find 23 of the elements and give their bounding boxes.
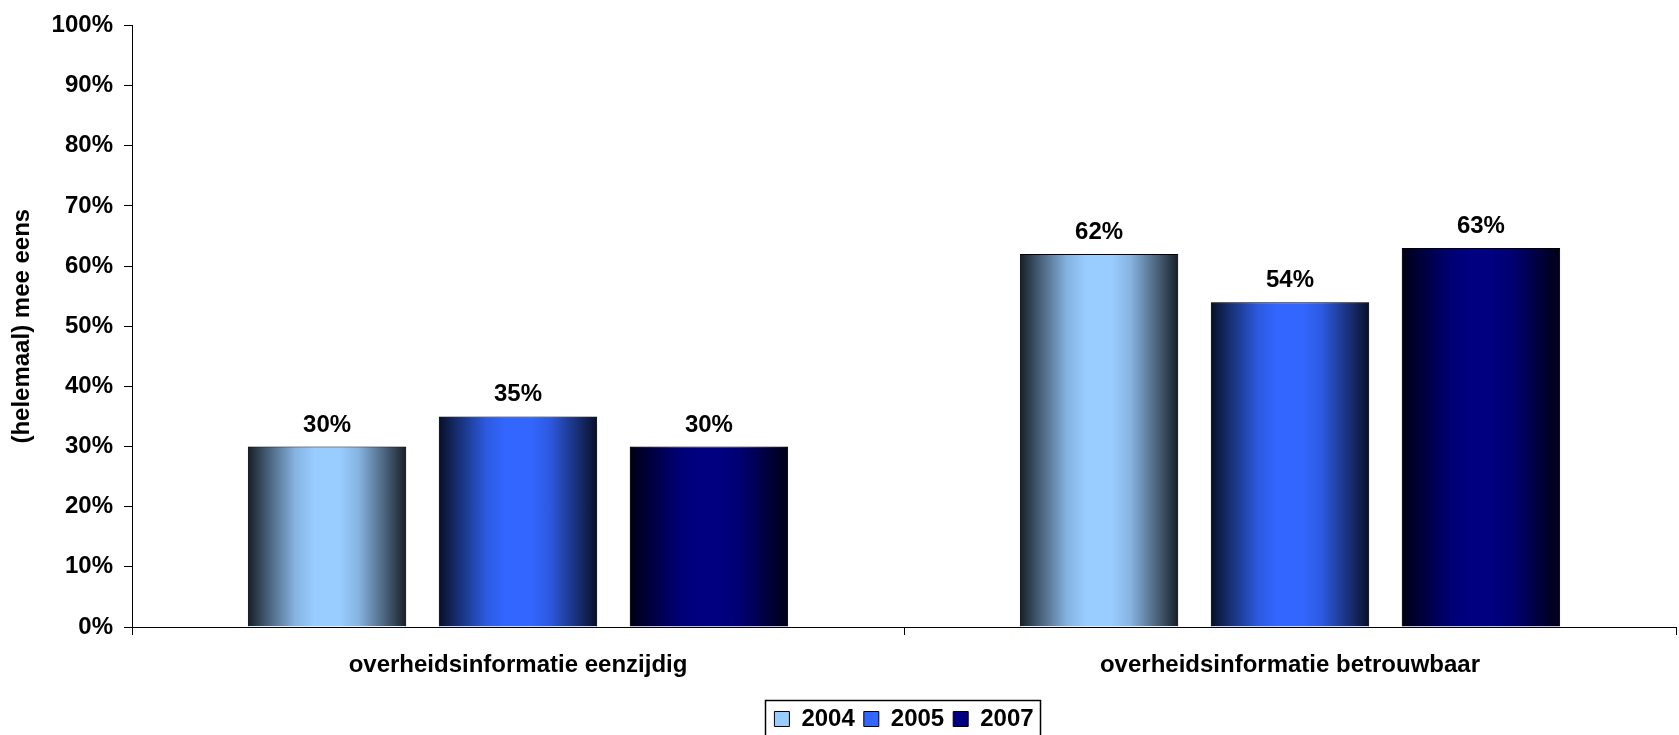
y-tick-label: 0% (78, 611, 113, 639)
y-tick-label: 80% (64, 130, 113, 158)
y-tick-label: 50% (64, 310, 113, 338)
data-label: 35% (493, 379, 543, 407)
y-axis-title: (helemaal) mee eens (7, 208, 35, 444)
data-label: 30% (684, 409, 733, 437)
y-tick-label: 60% (64, 250, 113, 278)
y-tick-label: 100% (51, 10, 113, 38)
y-tick-label: 20% (64, 491, 113, 519)
data-label: 30% (303, 409, 352, 437)
y-tick-label: 10% (64, 551, 113, 579)
x-tick-label: overheidsinformatie eenzijdig (348, 650, 688, 678)
data-label: 62% (1075, 217, 1124, 245)
legend-label: 2007 (980, 703, 1034, 731)
y-tick-label: 70% (64, 190, 113, 218)
y-tick-label: 40% (64, 370, 113, 398)
y-tick-label: 30% (64, 431, 113, 459)
y-tick-label: 90% (64, 70, 113, 98)
legend-label: 2004 (801, 703, 856, 731)
x-tick-label: overheidsinformatie betrouwbaar (1099, 650, 1481, 678)
data-label: 63% (1456, 210, 1505, 238)
legend-label: 2005 (890, 703, 945, 731)
data-label: 54% (1265, 265, 1315, 293)
